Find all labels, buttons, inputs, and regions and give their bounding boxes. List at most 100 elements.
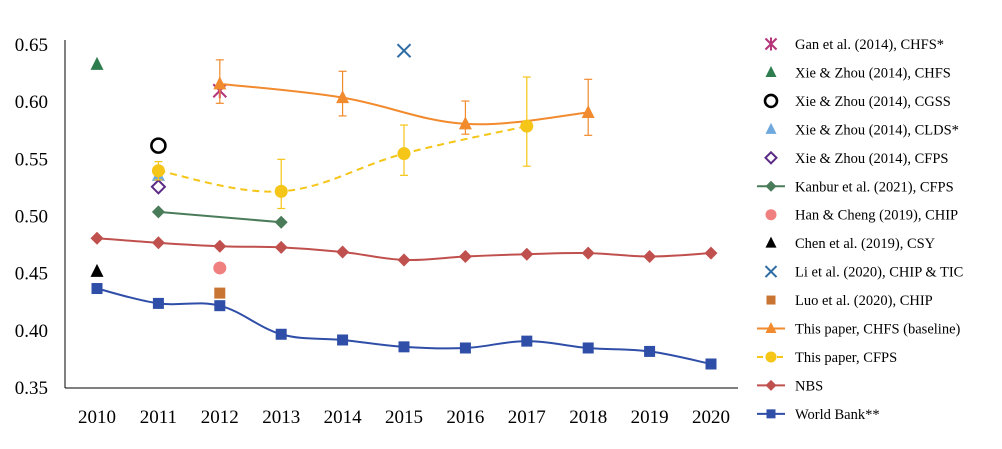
legend-item: Xie & Zhou (2014), CHFS	[765, 65, 951, 81]
y-tick-label: 0.65	[15, 35, 48, 56]
data-point	[520, 247, 534, 261]
data-point	[396, 43, 412, 58]
legend-label: Gan et al. (2014), CHFS*	[795, 37, 944, 53]
legend-item: Xie & Zhou (2014), CLDS*	[765, 122, 959, 138]
legend-label: Xie & Zhou (2014), CGSS	[795, 94, 951, 110]
data-point	[644, 345, 656, 357]
legend-item: This paper, CFPS	[757, 350, 897, 366]
data-point	[152, 297, 164, 309]
legend-label: This paper, CHFS (baseline)	[795, 322, 961, 338]
data-point	[521, 335, 533, 347]
legend-marker	[766, 295, 776, 305]
legend-label: Han & Cheng (2019), CHIP	[795, 208, 958, 224]
series-line	[158, 210, 282, 224]
x-tick-label: 2010	[78, 407, 116, 428]
plot-area	[90, 43, 718, 370]
legend-label: Xie & Zhou (2014), CHFS	[795, 65, 951, 81]
data-point	[459, 342, 471, 354]
data-point	[151, 236, 165, 250]
legend-marker	[765, 236, 777, 248]
legend-marker	[764, 37, 778, 51]
data-point	[150, 178, 167, 195]
data-point	[274, 184, 288, 198]
data-point	[214, 287, 226, 299]
y-tick-label: 0.35	[15, 378, 48, 399]
legend-marker	[765, 351, 777, 363]
series-kanbur-et-al-2021-cfps	[151, 205, 288, 229]
legend-marker	[765, 122, 777, 134]
data-point	[704, 246, 718, 260]
data-point	[90, 231, 104, 245]
data-point	[214, 300, 226, 312]
data-point	[91, 283, 103, 295]
series-han-cheng-2019-chip	[213, 261, 227, 275]
legend-marker	[765, 65, 777, 77]
data-point	[274, 215, 288, 229]
legend-item: This paper, CHFS (baseline)	[757, 322, 961, 338]
data-point	[520, 119, 534, 133]
legend-item: Luo et al. (2020), CHIP	[766, 293, 933, 309]
legend-label: World Bank**	[795, 407, 880, 423]
legend-marker	[764, 265, 778, 278]
legend-label: Chen et al. (2019), CSY	[795, 236, 936, 252]
legend-item: Xie & Zhou (2014), CGSS	[763, 93, 951, 110]
data-point	[581, 104, 595, 118]
data-point	[581, 246, 595, 260]
legend-label: Xie & Zhou (2014), CLDS*	[795, 122, 959, 138]
data-point	[397, 147, 411, 161]
series-this-paper-chfs-baseline	[213, 59, 595, 136]
legend-item: Xie & Zhou (2014), CFPS	[764, 151, 948, 167]
axes	[64, 40, 738, 389]
legend-label: Kanbur et al. (2021), CFPS	[795, 179, 954, 195]
legend-label: Luo et al. (2020), CHIP	[795, 293, 933, 309]
legend-item: NBS	[757, 378, 823, 394]
x-tick-label: 2015	[385, 407, 423, 428]
data-point	[458, 250, 472, 264]
legend-item: Gan et al. (2014), CHFS*	[764, 37, 944, 53]
data-point	[151, 205, 165, 219]
legend-item: Han & Cheng (2019), CHIP	[765, 208, 958, 224]
data-point	[274, 240, 288, 254]
y-tick-labels: 0.35 0.40 0.45 0.50 0.55 0.60 0.65	[15, 35, 48, 399]
data-point	[705, 358, 717, 370]
series-xie-zhou-2014-cfps	[150, 178, 167, 195]
data-point	[458, 116, 472, 130]
data-point	[213, 76, 227, 90]
x-tick-label: 2017	[508, 407, 546, 428]
data-point	[582, 342, 594, 354]
data-point	[151, 164, 165, 178]
series-world-bank	[91, 283, 717, 370]
series-xie-zhou-2014-cgss	[150, 137, 167, 154]
data-point	[397, 253, 411, 267]
legend-item: Kanbur et al. (2021), CFPS	[757, 179, 954, 195]
series-luo-et-al-2020-chip	[214, 287, 226, 299]
x-tick-label: 2016	[446, 407, 484, 428]
data-point	[213, 261, 227, 275]
data-point	[213, 239, 227, 253]
x-tick-label: 2018	[569, 407, 607, 428]
x-tick-label: 2014	[324, 407, 363, 428]
data-point	[336, 90, 350, 104]
legend-label: Li et al. (2020), CHIP & TIC	[795, 265, 963, 281]
x-tick-label: 2011	[140, 407, 177, 428]
legend-label: This paper, CFPS	[795, 350, 897, 366]
legend-marker	[765, 180, 777, 192]
error-bar	[277, 158, 286, 210]
data-point	[150, 137, 167, 154]
series-line	[96, 287, 712, 365]
legend-marker	[763, 93, 779, 109]
x-tick-label: 2020	[692, 407, 730, 428]
y-tick-label: 0.55	[15, 149, 48, 170]
x-tick-label: 2019	[631, 407, 669, 428]
data-point	[643, 250, 657, 264]
series-li-et-al-2020-chip-tic	[396, 43, 412, 58]
legend-marker	[765, 209, 777, 221]
y-tick-label: 0.45	[15, 264, 48, 285]
y-tick-label: 0.50	[15, 207, 48, 228]
x-tick-label: 2013	[262, 407, 300, 428]
data-point	[90, 263, 104, 277]
x-tick-label: 2012	[201, 407, 239, 428]
legend-label: Xie & Zhou (2014), CFPS	[795, 151, 948, 167]
legend-item: World Bank**	[757, 407, 880, 423]
